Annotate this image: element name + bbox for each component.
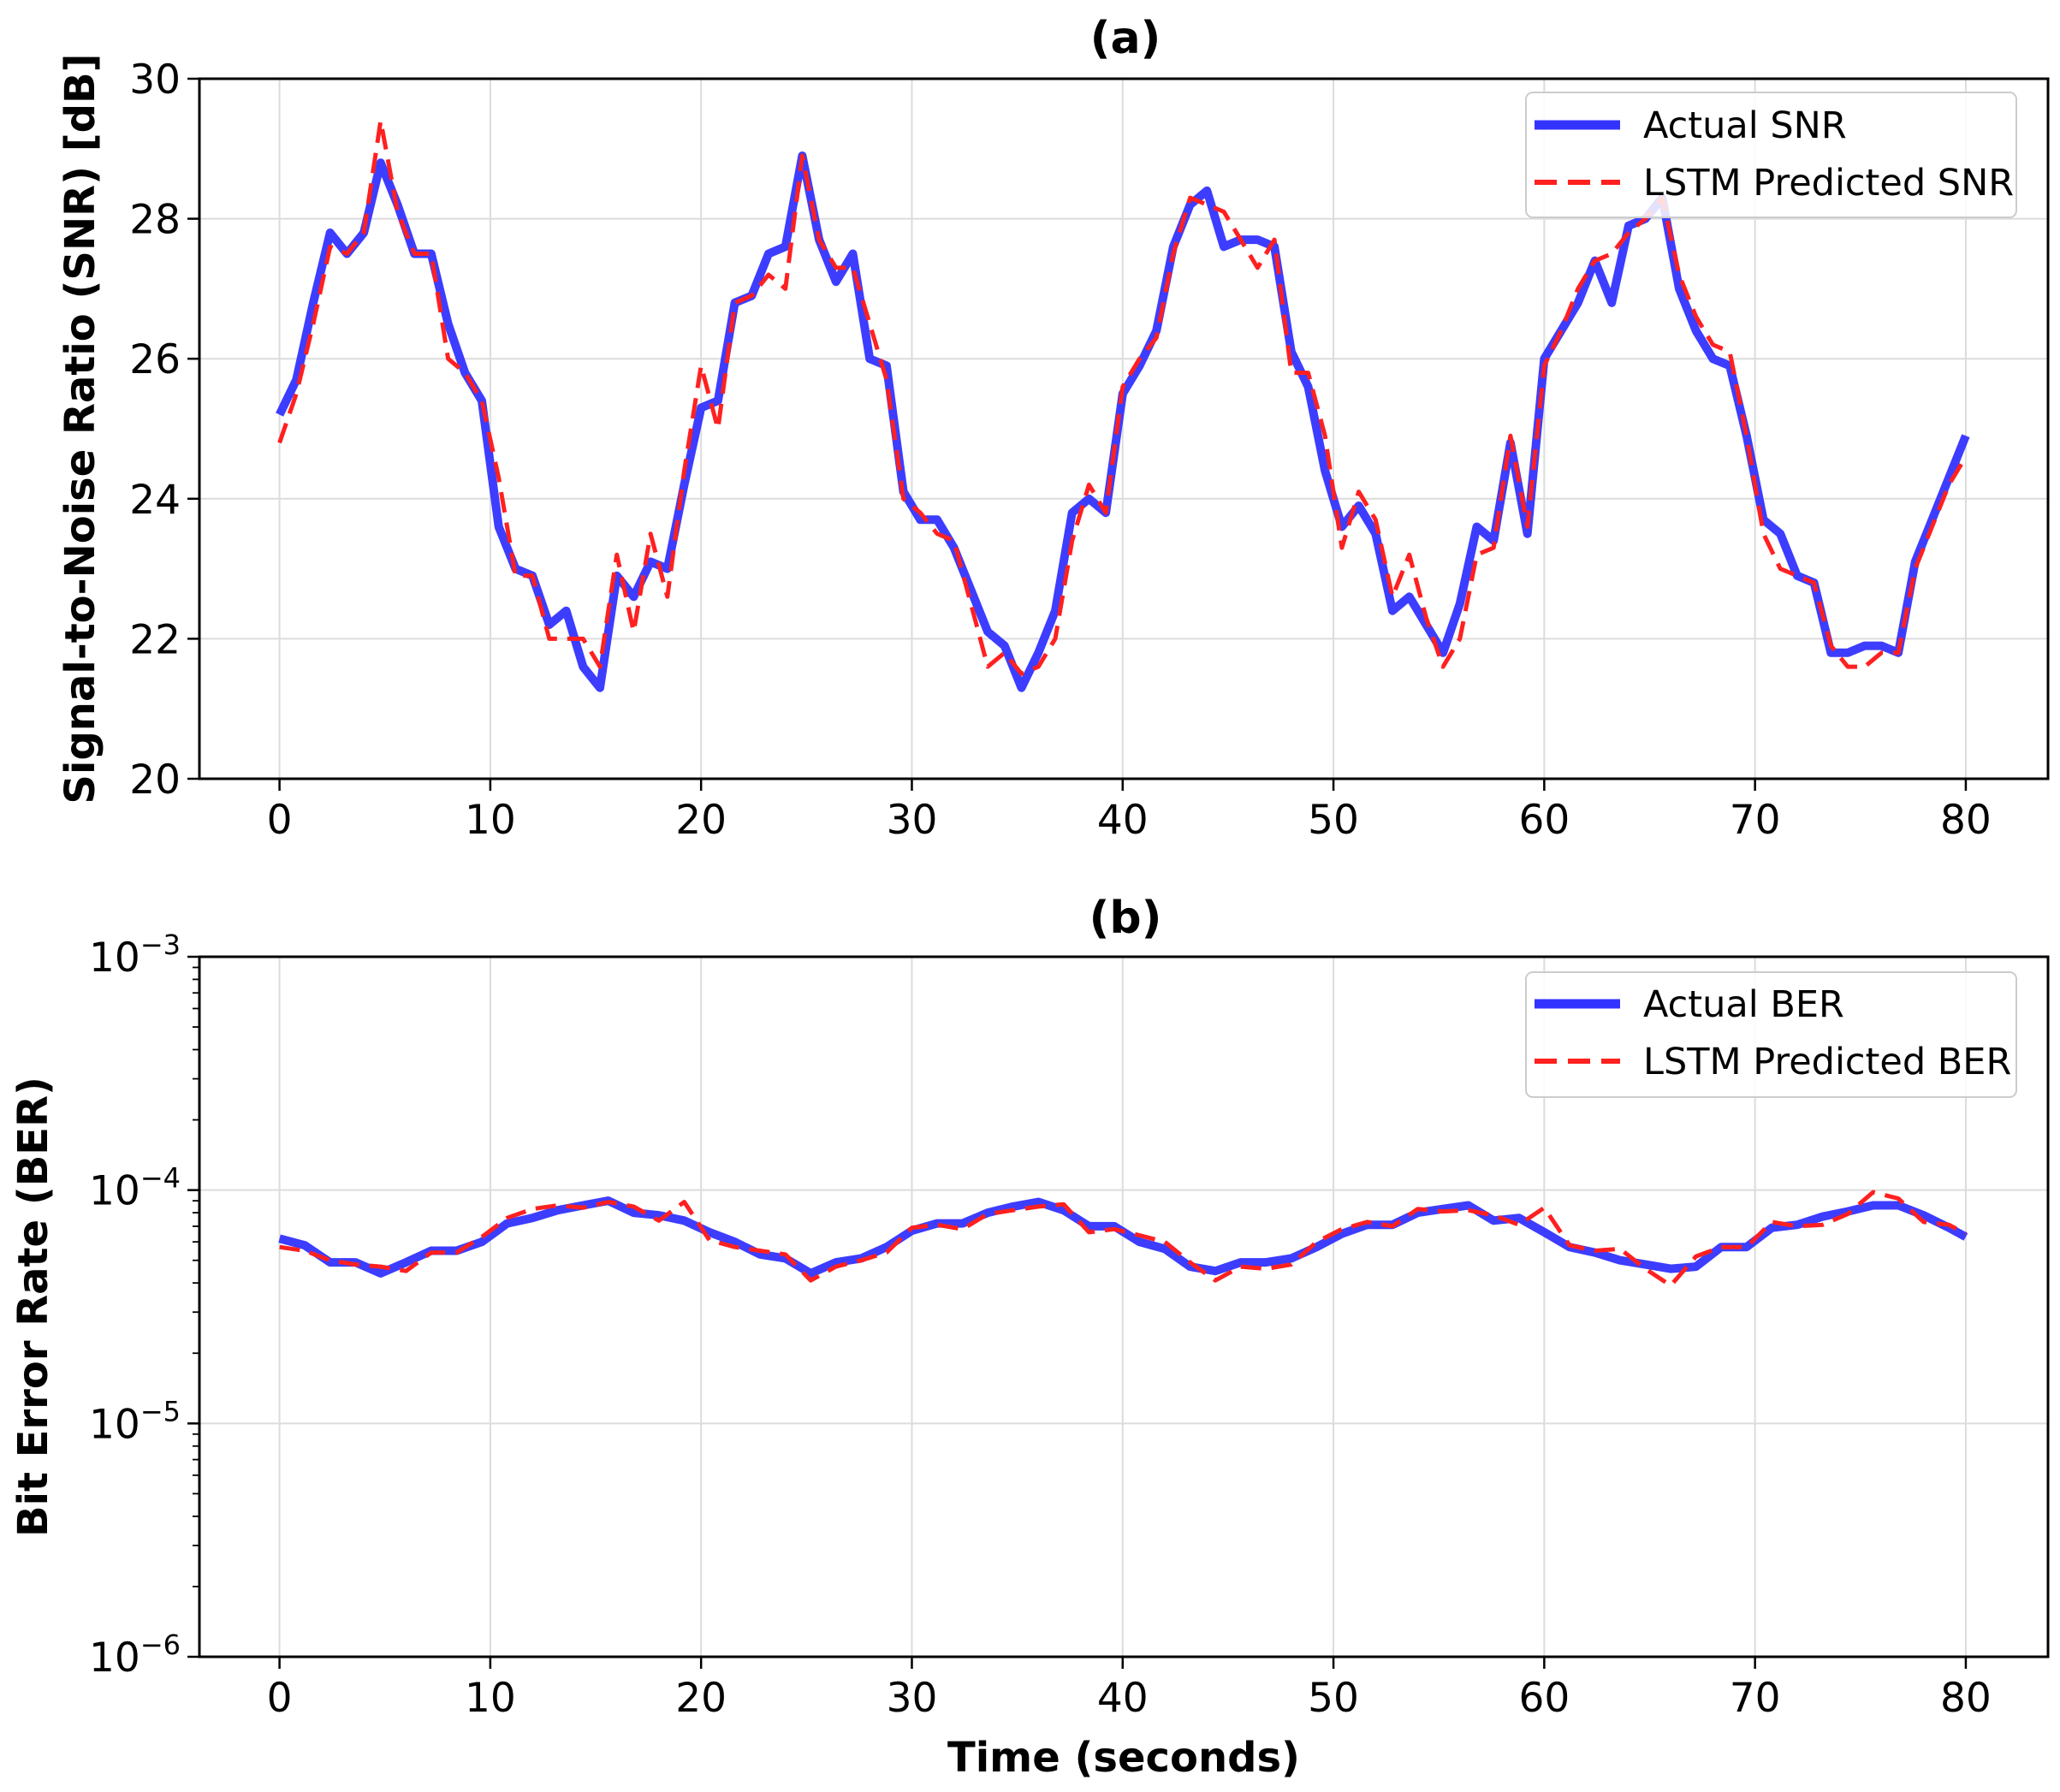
x-tick-label: 20 bbox=[675, 1675, 727, 1722]
panel-b-xlabel: Time (seconds) bbox=[947, 1734, 1300, 1782]
panel-b-ylabel: Bit Error Rate (BER) bbox=[9, 1077, 57, 1537]
x-tick-label: 50 bbox=[1308, 1675, 1359, 1722]
legend-b-actual-label: Actual BER bbox=[1643, 983, 1844, 1026]
y-tick-label: 26 bbox=[129, 336, 181, 383]
y-tick-label: 10−3 bbox=[89, 929, 181, 982]
y-tick-label: 24 bbox=[129, 477, 181, 524]
legend-a-box bbox=[1525, 92, 2017, 218]
x-tick-label: 40 bbox=[1097, 797, 1149, 844]
x-tick-label: 60 bbox=[1518, 1675, 1570, 1722]
x-tick-label: 0 bbox=[267, 797, 293, 844]
actual-series-line bbox=[278, 1196, 1968, 1278]
x-tick-label: 80 bbox=[1940, 797, 1992, 844]
x-tick-label: 40 bbox=[1097, 1675, 1149, 1722]
y-tick-label: 30 bbox=[129, 56, 181, 104]
legend-a-actual-label: Actual SNR bbox=[1643, 104, 1847, 147]
x-tick-label: 0 bbox=[267, 1675, 293, 1722]
panel-b-series bbox=[278, 1190, 1968, 1288]
panel-a-ticks: 0 10 20 30 40 50 60 70 80 20 22 24 26 28 30 bbox=[129, 56, 1992, 844]
x-tick-label: 70 bbox=[1730, 1675, 1781, 1722]
y-tick-label: 10−4 bbox=[89, 1162, 181, 1215]
legend-b-box bbox=[1525, 971, 2017, 1098]
panel-b-ticks: 0 10 20 30 40 50 60 70 80 10−6 10−5 10−4 10−3 bbox=[89, 929, 1992, 1722]
panel-b-title: (b) bbox=[1089, 893, 1162, 944]
panel-b-ber: (b) 0 10 20 30 40 50 60 70 80 10−6 10−5 10−4 10−3 Bi… bbox=[9, 893, 2050, 1782]
x-tick-label: 80 bbox=[1940, 1675, 1992, 1722]
x-tick-label: 10 bbox=[465, 797, 516, 844]
y-tick-label: 20 bbox=[129, 757, 181, 804]
legend-b-predicted-label: LSTM Predicted BER bbox=[1643, 1041, 2011, 1083]
x-tick-label: 60 bbox=[1518, 797, 1570, 844]
x-tick-label: 30 bbox=[887, 797, 938, 844]
y-tick-label: 22 bbox=[129, 616, 181, 663]
y-tick-label: 10−5 bbox=[89, 1395, 181, 1448]
predicted-series-line bbox=[277, 118, 1968, 676]
y-tick-label: 28 bbox=[129, 197, 181, 244]
panel-a-legend: Actual SNR LSTM Predicted SNR bbox=[1525, 92, 2017, 218]
x-tick-label: 50 bbox=[1308, 797, 1359, 844]
legend-a-predicted-label: LSTM Predicted SNR bbox=[1643, 162, 2014, 205]
panel-a-title: (a) bbox=[1090, 13, 1161, 64]
panel-b-legend: Actual BER LSTM Predicted BER bbox=[1525, 971, 2017, 1098]
x-tick-label: 30 bbox=[887, 1675, 938, 1722]
x-tick-label: 70 bbox=[1730, 797, 1781, 844]
y-tick-label: 10−6 bbox=[89, 1629, 181, 1682]
panel-a-series bbox=[276, 118, 1970, 692]
panel-a-snr: (a) 0 10 20 30 40 50 60 70 80 20 22 24 26 28 30 Signal… bbox=[56, 13, 2050, 844]
panel-a-ylabel: Signal-to-Noise Ratio (SNR) [dB] bbox=[56, 53, 104, 804]
x-tick-label: 10 bbox=[465, 1675, 516, 1722]
x-tick-label: 20 bbox=[675, 797, 727, 844]
